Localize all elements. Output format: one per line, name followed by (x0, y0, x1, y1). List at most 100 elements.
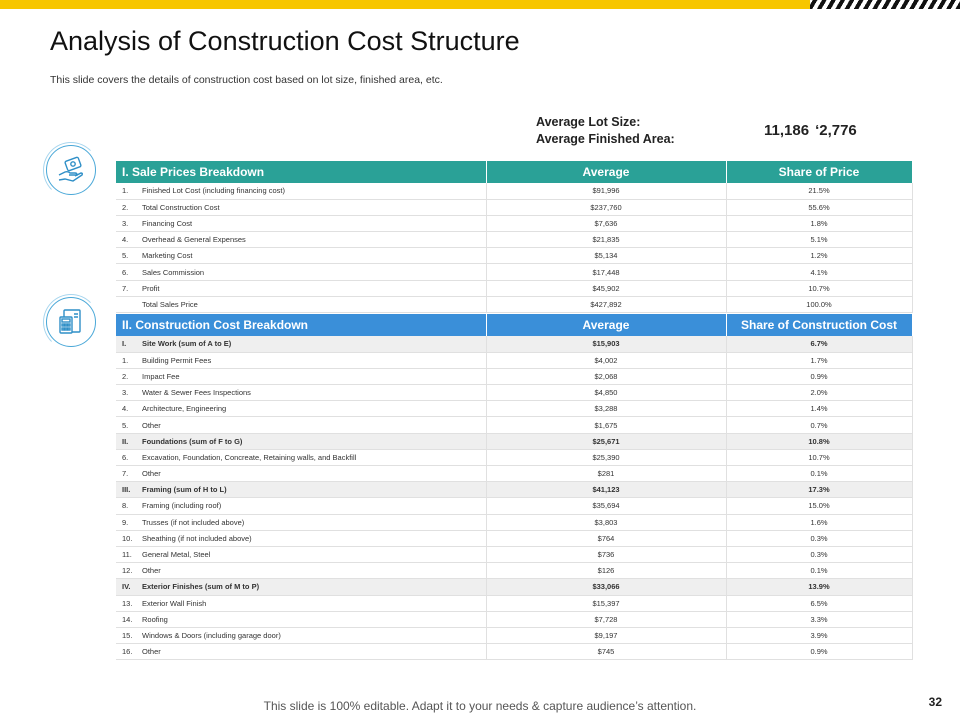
row-label: Total Construction Cost (142, 202, 220, 212)
row-number: III. (122, 485, 131, 495)
hazard-stripe (810, 0, 960, 9)
table-row: Total Sales Price $427,892 100.0% (116, 296, 913, 314)
row-average: $91,996 (486, 183, 727, 200)
row-number: 4. (122, 235, 129, 245)
row-number: 13. (122, 598, 133, 608)
row-share: 21.5% (726, 183, 913, 200)
column-header: Share of Price (726, 161, 913, 183)
row-share: 4.1% (726, 263, 913, 281)
table-row: 16. Other $745 0.9% (116, 643, 913, 661)
row-share: 1.4% (726, 400, 913, 418)
row-label-cell: 7. Other (116, 465, 487, 483)
row-label: Exterior Finishes (sum of M to P) (142, 582, 260, 592)
row-label-cell: 4. Architecture, Engineering (116, 400, 487, 418)
row-share: 13.9% (726, 578, 913, 596)
row-label: Sales Commission (142, 267, 205, 277)
table-row: 8. Framing (including roof) $35,694 15.0% (116, 497, 913, 515)
row-number: 3. (122, 388, 129, 398)
table-row: 1. Finished Lot Cost (including financing… (116, 183, 913, 200)
accent-top-bar (0, 0, 960, 9)
row-number: 12. (122, 566, 133, 576)
row-share: 0.1% (726, 465, 913, 483)
row-label-cell: 6. Excavation, Foundation, Concreate, Ret… (116, 449, 487, 467)
row-label-cell: Total Sales Price (116, 296, 487, 314)
building-document-icon (46, 297, 96, 347)
row-number: 4. (122, 404, 129, 414)
icon-ring-decor (43, 294, 99, 350)
row-label-cell: 5. Marketing Cost (116, 247, 487, 265)
row-number: 7. (122, 469, 129, 479)
row-label: Finished Lot Cost (including financing c… (142, 186, 285, 196)
row-label: Framing (sum of H to L) (142, 485, 227, 495)
row-number: 8. (122, 501, 129, 511)
table-row: 15. Windows & Doors (including garage doo… (116, 627, 913, 645)
row-number: 11. (122, 550, 132, 560)
row-share: 0.7% (726, 416, 913, 434)
table-row: 6. Excavation, Foundation, Concreate, Ret… (116, 449, 913, 467)
row-label: Trusses (if not included above) (142, 517, 245, 527)
row-average: $3,288 (486, 400, 727, 418)
row-share: 5.1% (726, 231, 913, 249)
row-share: 0.9% (726, 368, 913, 386)
column-header: Share of Construction Cost (726, 314, 913, 336)
row-average: $15,397 (486, 595, 727, 612)
row-label: Total Sales Price (142, 299, 198, 309)
average-lot-value: 11,186 (764, 122, 810, 139)
average-area-label: Average Finished Area: (536, 132, 675, 146)
row-share: 0.3% (726, 546, 913, 564)
row-average: $25,671 (486, 433, 727, 450)
row-label-cell: 3. Financing Cost (116, 215, 487, 233)
row-share: 0.9% (726, 643, 913, 661)
column-header: II. Construction Cost Breakdown (116, 314, 487, 336)
column-header: Average (486, 161, 727, 183)
row-label: Overhead & General Expenses (142, 235, 246, 245)
row-number: II. (122, 436, 129, 446)
row-share: 1.7% (726, 352, 913, 369)
row-share: 6.5% (726, 595, 913, 612)
row-number: 2. (122, 202, 129, 212)
page-subtitle: This slide covers the details of constru… (50, 74, 443, 86)
row-average: $41,123 (486, 481, 727, 499)
row-label: Water & Sewer Fees Inspections (142, 388, 251, 398)
table-row: 9. Trusses (if not included above) $3,803 1… (116, 514, 913, 531)
table-row: 3. Financing Cost $7,636 1.8% (116, 215, 913, 233)
row-share: 100.0% (726, 296, 913, 314)
row-label-cell: IV. Exterior Finishes (sum of M to P) (116, 578, 487, 596)
averages-labels: Average Lot Size: Average Finished Area: (536, 114, 675, 148)
row-label-cell: 12. Other (116, 562, 487, 580)
row-label: Other (142, 469, 161, 479)
table-row: 14. Roofing $7,728 3.3% (116, 611, 913, 628)
table-header-row: I. Sale Prices Breakdown Average Share o… (116, 161, 913, 183)
row-average: $17,448 (486, 263, 727, 281)
construction-cost-table: II. Construction Cost Breakdown Average … (116, 314, 913, 661)
row-average: $736 (486, 546, 727, 564)
averages-values: 11,186 ‘2,776 (764, 122, 857, 139)
row-label: Windows & Doors (including garage door) (142, 630, 281, 640)
row-number: 14. (122, 614, 133, 624)
table-row: 7. Other $281 0.1% (116, 465, 913, 483)
table-row: IV. Exterior Finishes (sum of M to P) $33,… (116, 578, 913, 596)
row-label: Roofing (142, 614, 168, 624)
row-number: 2. (122, 371, 129, 381)
row-average: $3,803 (486, 514, 727, 531)
table-row: 13. Exterior Wall Finish $15,397 6.5% (116, 595, 913, 612)
row-label-cell: 10. Sheathing (if not included above) (116, 530, 487, 547)
row-label-cell: 1. Building Permit Fees (116, 352, 487, 369)
row-number: 3. (122, 218, 129, 228)
row-share: 17.3% (726, 481, 913, 499)
row-number: 7. (122, 283, 129, 293)
page-title: Analysis of Construction Cost Structure (50, 26, 520, 56)
row-number: 15. (122, 630, 133, 640)
table-row: 1. Building Permit Fees $4,002 1.7% (116, 352, 913, 369)
table-row: 4. Overhead & General Expenses $21,835 5.1% (116, 231, 913, 249)
row-average: $4,850 (486, 384, 727, 402)
row-average: $5,134 (486, 247, 727, 265)
row-number: 5. (122, 420, 129, 430)
column-header: Average (486, 314, 727, 336)
row-label-cell: 1. Finished Lot Cost (including financing… (116, 183, 487, 200)
row-number: 6. (122, 452, 129, 462)
row-label: Foundations (sum of F to G) (142, 436, 243, 446)
row-label: Building Permit Fees (142, 355, 212, 365)
table-row: III. Framing (sum of H to L) $41,123 17.3% (116, 481, 913, 499)
row-average: $21,835 (486, 231, 727, 249)
